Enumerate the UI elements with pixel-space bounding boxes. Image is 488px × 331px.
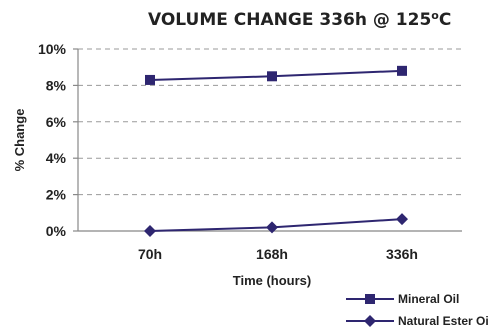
chart-title-unit: C xyxy=(439,10,451,30)
y-tick-label: 2% xyxy=(46,187,67,203)
data-point xyxy=(396,213,408,226)
x-axis-label: Time (hours) xyxy=(233,273,312,288)
y-tick-label: 0% xyxy=(46,223,67,239)
legend-item: Mineral Oil xyxy=(346,292,459,306)
chart-title: VOLUME CHANGE 336h @ 125oC xyxy=(148,9,451,30)
series-group xyxy=(144,65,408,237)
chart-title-degree: o xyxy=(431,9,439,22)
data-point xyxy=(144,225,156,237)
x-axis-ticks: 70h 168h 336h xyxy=(138,246,418,262)
legend-label: Natural Ester Oil xyxy=(398,314,488,328)
legend: Mineral Oil Natural Ester Oil xyxy=(346,292,488,328)
series-natural-ester-oil xyxy=(144,213,408,237)
data-point xyxy=(267,71,277,82)
data-point xyxy=(266,221,278,234)
data-point xyxy=(145,74,155,85)
x-tick-label: 70h xyxy=(138,246,162,262)
y-tick-label: 8% xyxy=(46,77,67,93)
gridlines xyxy=(78,48,462,196)
data-point xyxy=(397,65,407,76)
chart-title-main: VOLUME CHANGE 336h @ 125 xyxy=(148,10,431,30)
x-tick-label: 168h xyxy=(256,246,288,262)
legend-label: Mineral Oil xyxy=(398,292,459,306)
legend-marker xyxy=(365,294,375,304)
y-axis-ticks: 0% 2% 4% 6% 8% 10% xyxy=(38,41,78,239)
series-mineral-oil xyxy=(145,65,407,85)
y-tick-label: 6% xyxy=(46,114,67,130)
y-axis-label: % Change xyxy=(12,109,27,172)
x-tick-label: 336h xyxy=(386,246,418,262)
legend-item: Natural Ester Oil xyxy=(346,314,488,328)
legend-marker xyxy=(364,315,376,327)
y-tick-label: 4% xyxy=(46,150,67,166)
y-tick-label: 10% xyxy=(38,41,67,57)
